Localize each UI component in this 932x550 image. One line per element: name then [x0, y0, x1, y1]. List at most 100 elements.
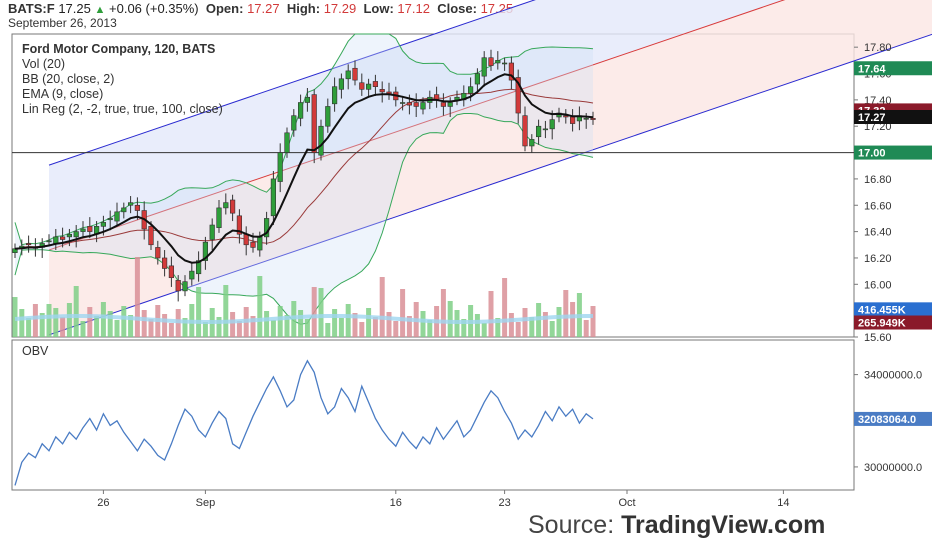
- volume-bar: [100, 302, 106, 337]
- candle-body: [467, 86, 474, 94]
- volume-bar: [257, 276, 263, 337]
- obv-y-tick-label: 30000000.0: [864, 462, 922, 474]
- volume-bar: [66, 303, 72, 337]
- legend-item-linreg[interactable]: Lin Reg (2, -2, true, true, 100, close): [22, 102, 223, 116]
- candle-body: [257, 236, 263, 251]
- volume-bar: [474, 314, 480, 337]
- candle-body: [590, 118, 596, 120]
- volume-bar: [570, 302, 576, 337]
- price-label: 17.64: [858, 63, 886, 75]
- obv-pane: [11, 339, 855, 491]
- symbol: BATS:F: [8, 1, 55, 16]
- volume-bar: [427, 320, 433, 337]
- volume-bar: [277, 306, 283, 337]
- candle-body: [481, 57, 487, 77]
- price-label: 416.455K: [858, 304, 906, 316]
- x-tick-label: 23: [498, 497, 510, 509]
- price-label-bg: [854, 145, 932, 160]
- candle-body: [128, 202, 134, 206]
- price-label: 265.949K: [858, 318, 906, 330]
- volume-bar: [345, 304, 351, 337]
- volume-bar: [128, 315, 134, 337]
- candle-body: [236, 215, 243, 235]
- candle-body: [440, 102, 447, 107]
- volume-bar: [141, 310, 147, 337]
- volume-bar: [148, 319, 154, 337]
- candle-body: [25, 243, 32, 246]
- x-tick-label: Oct: [618, 497, 635, 509]
- candle-body: [121, 207, 127, 213]
- volume-bar: [121, 306, 127, 337]
- volume-bar: [542, 312, 548, 337]
- volume-bar: [515, 322, 521, 337]
- bb-basis: [14, 88, 594, 250]
- obv-last-label: 32083064.0: [858, 414, 916, 426]
- x-tick-label: Sep: [196, 497, 216, 509]
- candle-body: [189, 270, 195, 280]
- candle-body: [338, 78, 345, 90]
- volume-bar: [236, 321, 242, 337]
- candle-body: [399, 102, 406, 104]
- candle-body: [216, 207, 222, 228]
- legend-item-vol[interactable]: Vol (20): [22, 57, 66, 71]
- volume-bar: [386, 312, 392, 337]
- candle-body: [522, 115, 528, 147]
- y-tick-label: 17.80: [864, 42, 892, 54]
- volume-bar: [495, 318, 501, 337]
- volume-bar: [298, 310, 304, 337]
- candle-body: [569, 116, 576, 124]
- candle-body: [420, 102, 426, 110]
- obv-pane-label: OBV: [22, 344, 49, 358]
- y-tick-label: 16.60: [864, 200, 892, 212]
- x-tick-label: 26: [97, 497, 109, 509]
- price-label-bg: [854, 61, 932, 76]
- x-tick-label: 14: [777, 497, 789, 509]
- ema-line: [14, 73, 594, 264]
- candle-body: [230, 199, 236, 214]
- linreg-mid-line: [48, 0, 786, 251]
- candle-body: [243, 233, 249, 246]
- candle-body: [284, 132, 290, 153]
- candle-body: [107, 218, 113, 221]
- linreg-lower-line: [48, 33, 932, 336]
- volume-bar: [556, 307, 562, 337]
- volume-bar: [440, 289, 446, 337]
- candle-body: [73, 231, 79, 238]
- candle-body: [508, 62, 515, 81]
- volume-ma: [14, 314, 594, 325]
- candle-body: [175, 280, 181, 292]
- legend-item-ema[interactable]: EMA (9, close): [22, 87, 104, 101]
- candle-body: [345, 70, 351, 80]
- candle-body: [297, 102, 304, 119]
- candle-body: [542, 128, 548, 131]
- obv-last-bg: [854, 411, 932, 426]
- volume-bar: [107, 311, 113, 337]
- volume-bar: [168, 323, 174, 337]
- linreg-upper-line: [48, 0, 536, 166]
- candle-body: [413, 102, 419, 107]
- volume-bar: [488, 291, 494, 337]
- volume-bar: [359, 322, 365, 337]
- volume-bar: [447, 301, 453, 337]
- high-label: High:: [286, 1, 321, 16]
- candle-body: [277, 152, 283, 182]
- volume-bar: [202, 322, 208, 337]
- candle-body: [549, 119, 555, 130]
- candle-body: [359, 82, 365, 90]
- volume-bar: [304, 319, 310, 337]
- y-tick-label: 16.20: [864, 253, 892, 265]
- volume-bar: [529, 317, 535, 337]
- volume-bar: [264, 311, 270, 337]
- legend-item-bb[interactable]: BB (20, close, 2): [22, 72, 115, 86]
- candle-body: [488, 57, 494, 66]
- candle-body: [474, 73, 481, 85]
- y-tick-label: 16.40: [864, 227, 892, 239]
- candle-body: [80, 228, 86, 232]
- candle-body: [379, 89, 385, 93]
- x-tick-label: 16: [390, 497, 402, 509]
- symbol-header: BATS:F 17.25 ▲ +0.06 (+0.35%) Open: 17.2…: [8, 1, 513, 16]
- volume-bar: [366, 308, 372, 337]
- volume-bar: [318, 288, 324, 337]
- candle-body: [182, 281, 188, 292]
